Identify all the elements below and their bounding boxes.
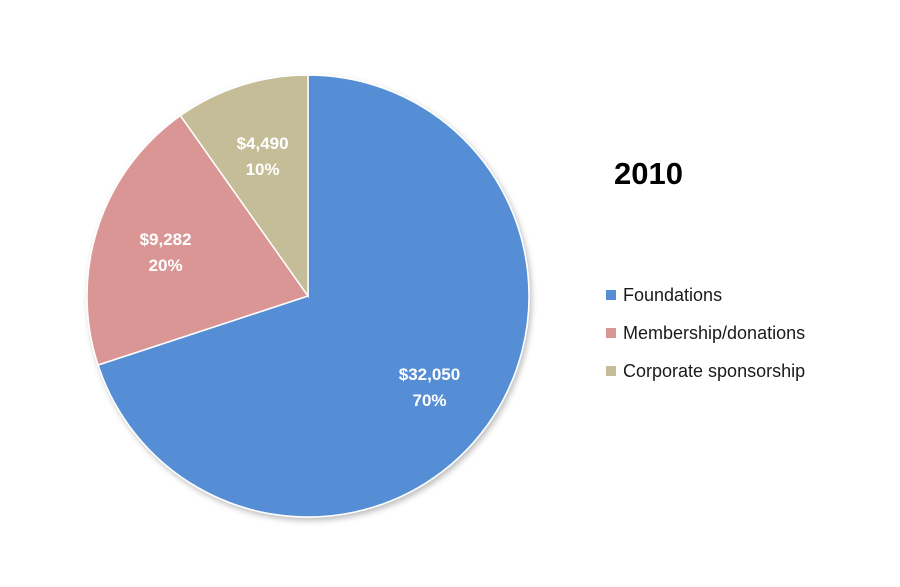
- legend-label-foundations: Foundations: [623, 284, 723, 305]
- legend-item-membership-donations: Membership/donations: [606, 314, 805, 352]
- slice-value-label-membership-donations: $9,282: [140, 230, 192, 249]
- legend-label-membership-donations: Membership/donations: [623, 322, 806, 343]
- slice-value-label-foundations: $32,050: [399, 365, 460, 384]
- slice-percent-label-corporate-sponsorship: 10%: [246, 160, 280, 179]
- pie-slice-corporate-sponsorship: [179, 74, 309, 299]
- slice-percent-label-foundations: 70%: [412, 391, 446, 410]
- pie-slice-membership-donations: [86, 114, 310, 366]
- legend-label-corporate-sponsorship: Corporate sponsorship: [623, 360, 806, 381]
- legend-swatch-membership-donations: [606, 328, 616, 338]
- slice-percent-label-membership-donations: 20%: [149, 256, 183, 275]
- legend-swatch-corporate-sponsorship: [606, 366, 616, 376]
- legend-item-corporate-sponsorship: Corporate sponsorship: [606, 352, 805, 390]
- slice-value-label-corporate-sponsorship: $4,490: [237, 134, 289, 153]
- legend-swatch-foundations: [606, 290, 616, 300]
- pie-slice-foundations: [97, 74, 530, 518]
- chart-title: 2010: [614, 156, 683, 191]
- legend: Foundations Membership/donations Corpora…: [606, 276, 805, 390]
- legend-item-foundations: Foundations: [606, 276, 805, 314]
